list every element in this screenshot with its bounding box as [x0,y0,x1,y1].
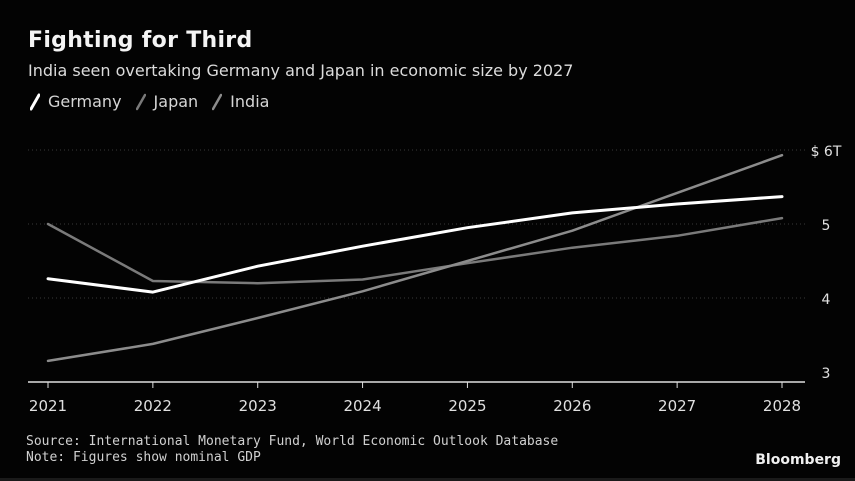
legend-swatch-japan [135,93,146,111]
note-text: Note: Figures show nominal GDP [26,450,261,465]
x-tick-label-2021: 2021 [29,397,67,415]
x-tick-label-2023: 2023 [239,397,277,415]
series-line-japan [46,216,784,285]
x-tick-label-2025: 2025 [448,397,486,415]
chart-subtitle: India seen overtaking Germany and Japan … [28,61,574,80]
x-tick-label-2024: 2024 [343,397,381,415]
y-tick-label-4: 4 [822,292,831,308]
legend-item-germany: Germany [30,92,122,111]
chart-title: Fighting for Third [28,28,253,53]
x-tick-label-2028: 2028 [763,397,801,415]
y-tick-label-6: $ 6T [811,144,842,160]
y-tick-label-5: 5 [822,218,831,234]
legend-item-india: India [212,92,269,111]
series-line-germany [46,195,784,294]
source-note: Source: International Monetary Fund, Wor… [26,434,558,466]
x-tick-label-2022: 2022 [134,397,172,415]
legend-swatch-germany [30,93,40,111]
x-tick-label-2027: 2027 [658,397,696,415]
source-text: Source: International Monetary Fund, Wor… [26,434,559,449]
legend-item-japan: Japan [135,92,199,111]
legend-label-india: India [230,92,270,111]
y-tick-label-3: 3 [822,366,831,382]
chart-legend: Germany Japan India [30,92,283,111]
legend-label-germany: Germany [48,92,122,111]
legend-swatch-india [212,93,223,111]
series-line-india [46,153,784,363]
legend-label-japan: Japan [153,92,199,111]
bottom-divider [0,478,855,481]
x-tick-label-2026: 2026 [553,397,591,415]
bloomberg-logo: Bloomberg [755,452,841,468]
